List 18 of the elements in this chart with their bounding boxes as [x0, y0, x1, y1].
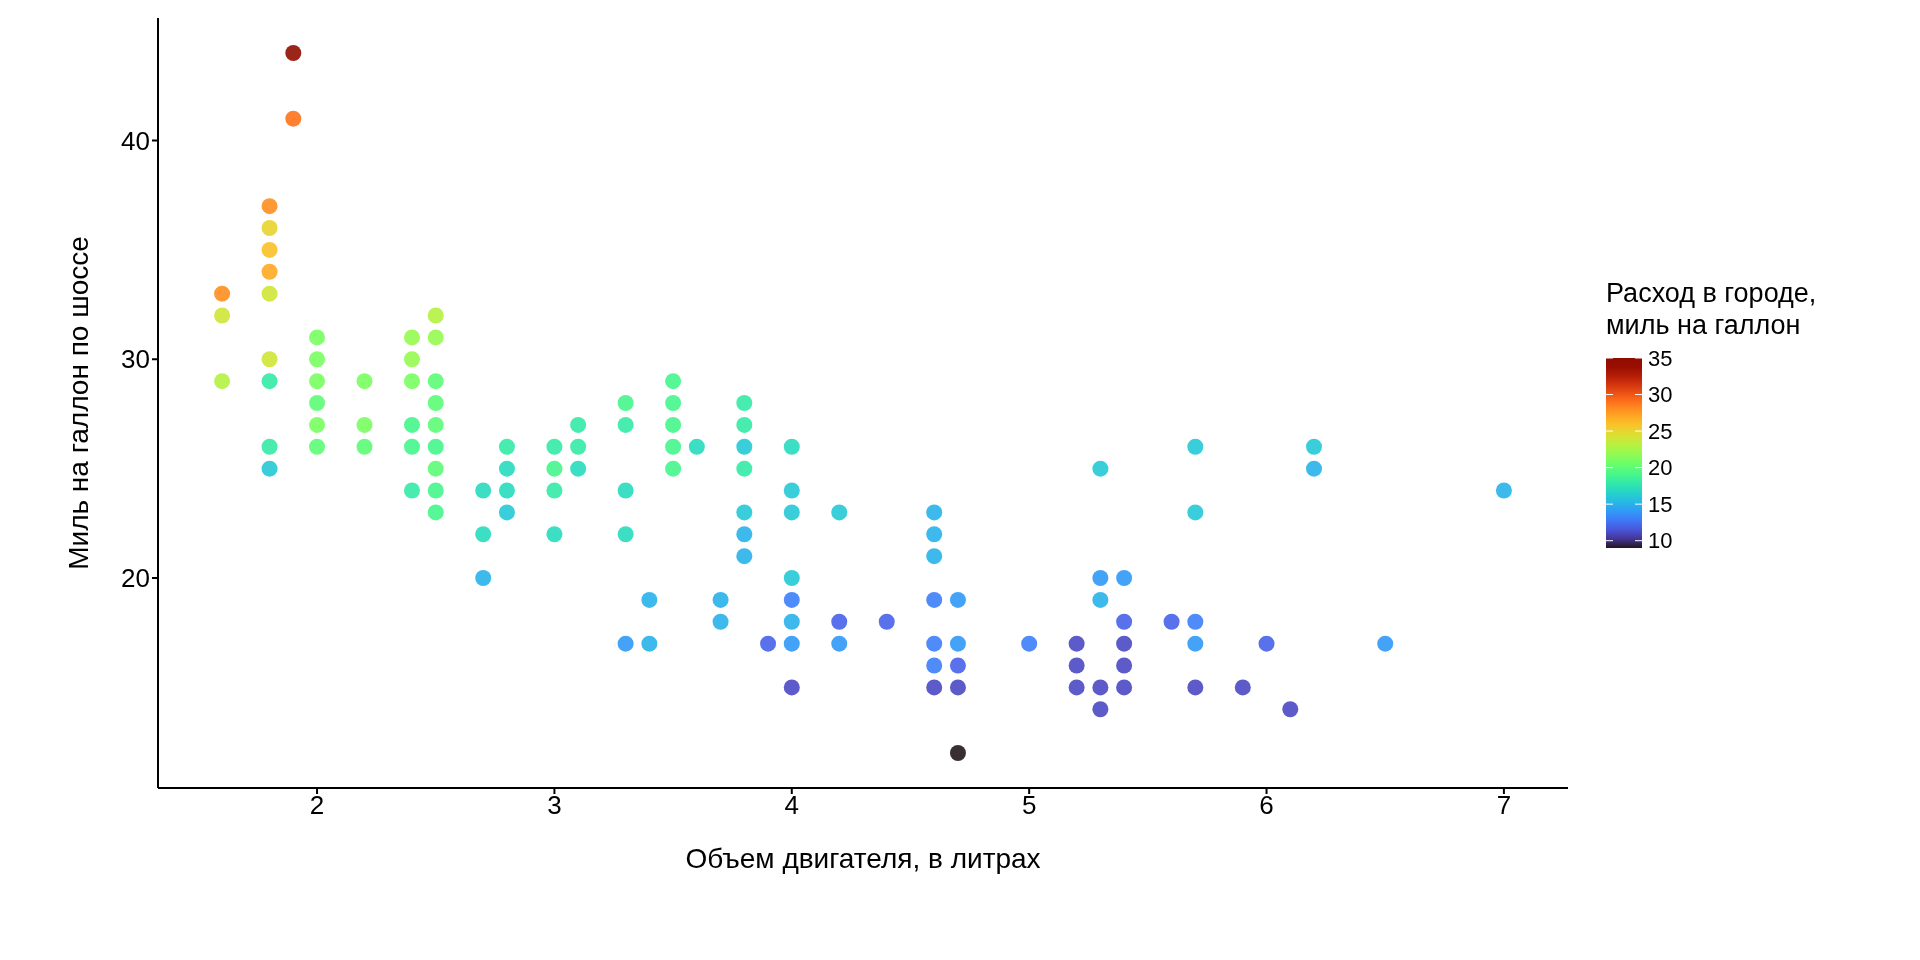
color-bar-label: 25: [1648, 418, 1673, 444]
color-bar-label: 15: [1648, 491, 1673, 517]
x-axis-title: Объем двигателя, в литрах: [685, 843, 1041, 874]
color-bar-label: 30: [1648, 382, 1673, 408]
color-bar-label: 20: [1648, 455, 1673, 481]
y-tick-label: 20: [121, 563, 150, 594]
x-tick-label: 3: [547, 790, 562, 821]
y-axis-title: Миль на галлон по шоссе: [62, 236, 94, 570]
color-bar-title: Расход в городе, миль на галлон: [1606, 278, 1817, 340]
y-tick-label: 30: [121, 344, 150, 375]
x-tick-label: 5: [1021, 790, 1037, 821]
x-tick-label: 2: [309, 790, 325, 821]
x-tick-label: 6: [1259, 790, 1274, 821]
color-bar-label: 35: [1648, 345, 1673, 371]
x-tick-label: 4: [784, 790, 800, 821]
color-bar-label: 10: [1648, 528, 1673, 554]
x-tick-label: 7: [1496, 790, 1512, 821]
y-tick-label: 40: [121, 125, 150, 156]
